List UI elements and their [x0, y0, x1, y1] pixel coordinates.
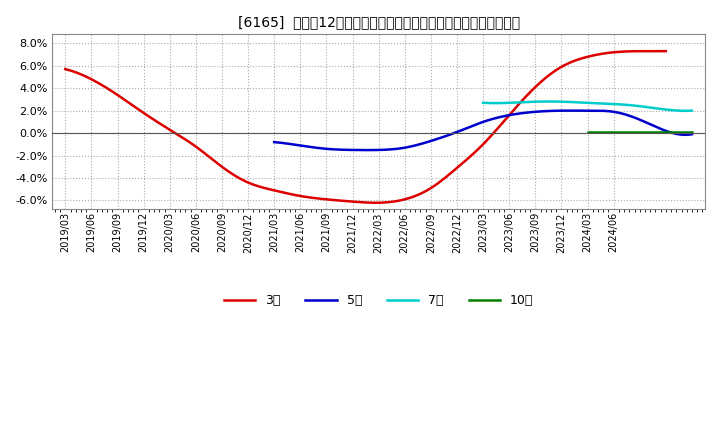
3年: [418, 190, 427, 195]
5年: [518, 110, 527, 116]
3年: [420, 189, 429, 194]
10年: [672, 129, 680, 135]
Title: [6165]  売上高12か月移動合計の対前年同期増減率の平均値の推移: [6165] 売上高12か月移動合計の対前年同期増減率の平均値の推移: [238, 15, 520, 29]
3年: [569, 59, 577, 64]
3年: [63, 67, 71, 72]
Line: 3年: 3年: [66, 51, 666, 203]
5年: [271, 139, 280, 145]
3年: [431, 183, 439, 188]
3年: [61, 66, 70, 72]
10年: [646, 129, 654, 135]
5年: [688, 132, 696, 137]
5年: [527, 110, 536, 115]
3年: [607, 50, 616, 55]
5年: [625, 113, 634, 118]
10年: [688, 129, 696, 135]
10年: [648, 129, 657, 135]
7年: [603, 101, 612, 106]
5年: [270, 139, 279, 145]
10年: [646, 129, 654, 135]
7年: [655, 106, 664, 111]
Legend: 3年, 5年, 7年, 10年: 3年, 5年, 7年, 10年: [219, 289, 539, 312]
7年: [480, 100, 488, 106]
10年: [583, 129, 592, 135]
5年: [520, 110, 528, 116]
5年: [652, 124, 660, 129]
7年: [681, 108, 690, 114]
10年: [586, 129, 595, 135]
5年: [362, 147, 371, 153]
Line: 5年: 5年: [274, 110, 692, 150]
5年: [564, 108, 573, 113]
7年: [669, 108, 678, 113]
3年: [639, 48, 648, 54]
10年: [583, 129, 592, 135]
7年: [544, 99, 552, 104]
10年: [678, 129, 687, 135]
7年: [479, 100, 487, 106]
7年: [688, 108, 696, 114]
Line: 7年: 7年: [483, 102, 692, 111]
3年: [662, 48, 670, 54]
7年: [604, 101, 613, 106]
3年: [372, 200, 381, 205]
7年: [607, 101, 616, 106]
10年: [635, 129, 644, 135]
